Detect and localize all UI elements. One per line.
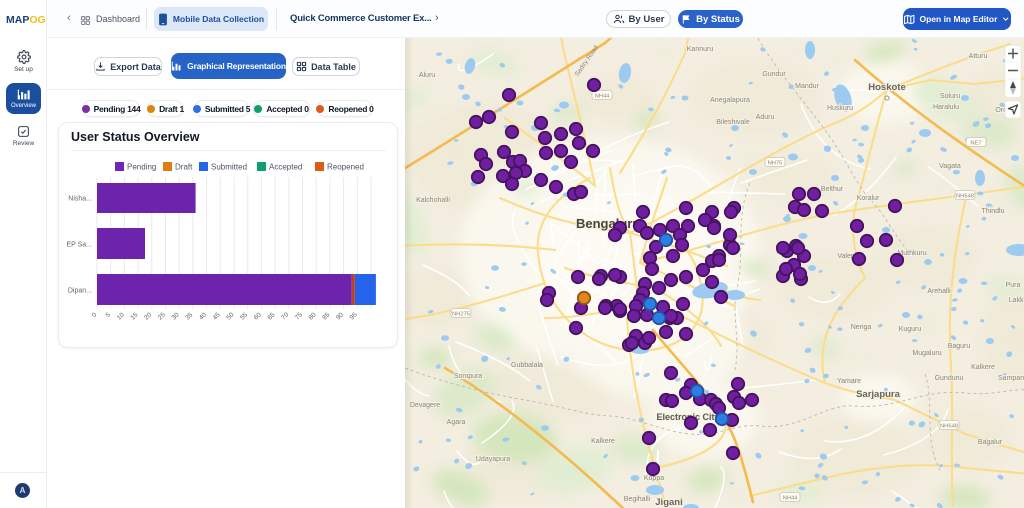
svg-text:45: 45 [212,311,222,321]
svg-text:Koralur: Koralur [857,195,880,202]
svg-text:Dipan...: Dipan... [68,288,92,295]
svg-text:Mugaluru: Mugaluru [912,350,941,357]
svg-text:NE7: NE7 [970,140,981,146]
svg-text:35: 35 [184,311,194,321]
svg-text:Nisha...: Nisha... [68,196,92,203]
svg-text:Hoskote: Hoskote [868,82,905,93]
svg-text:Kalkere: Kalkere [591,438,615,445]
svg-text:Jigani: Jigani [655,497,682,508]
svg-text:70: 70 [280,311,290,321]
svg-text:Atturu: Atturu [969,53,988,60]
svg-text:Submitted: Submitted [211,163,247,172]
svg-text:NH44: NH44 [783,495,799,501]
svg-text:Gundur: Gundur [762,71,786,78]
svg-text:NH648: NH648 [956,193,974,199]
svg-text:Soluru: Soluru [940,93,960,100]
svg-text:Sampang: Sampang [998,375,1024,382]
svg-text:Pura: Pura [1006,282,1021,289]
svg-text:Belthur: Belthur [821,186,844,193]
svg-text:Gundunu: Gundunu [935,375,964,382]
svg-text:Mandur: Mandur [795,83,819,90]
svg-text:Bagalur: Bagalur [978,439,1003,446]
svg-text:15: 15 [129,311,139,321]
svg-text:Aluru: Aluru [419,72,435,79]
svg-text:Kannuru: Kannuru [687,46,714,53]
svg-text:5: 5 [105,311,113,319]
svg-text:NH75: NH75 [768,160,783,166]
svg-text:Devagere: Devagere [410,402,440,409]
svg-text:20: 20 [143,311,153,321]
svg-text:25: 25 [157,311,167,321]
svg-text:Udayapura: Udayapura [476,456,510,463]
svg-text:Valepu: Valepu [837,253,858,260]
svg-text:50: 50 [225,311,235,321]
svg-text:Baguru: Baguru [948,343,971,350]
svg-text:0: 0 [91,311,99,319]
svg-text:75: 75 [294,311,304,321]
svg-text:80: 80 [308,311,318,321]
svg-text:Bileshivale: Bileshivale [716,119,750,126]
svg-text:Kuguru: Kuguru [899,326,922,333]
svg-text:55: 55 [239,311,249,321]
svg-text:Kalkere: Kalkere [971,364,995,371]
svg-text:Haralulu: Haralulu [933,104,959,111]
svg-text:NH648: NH648 [940,423,958,429]
svg-text:Huskuru: Huskuru [827,105,853,112]
svg-text:Thindlu: Thindlu [982,208,1005,215]
svg-text:Neriga: Neriga [851,324,872,331]
svg-text:Accepted: Accepted [269,163,302,172]
svg-text:Muthkuru: Muthkuru [897,250,926,257]
svg-text:85: 85 [321,311,331,321]
svg-text:Pending: Pending [127,163,156,172]
svg-text:NH275: NH275 [452,311,470,317]
svg-text:Yamare: Yamare [837,378,861,385]
svg-text:Anegalapura: Anegalapura [710,97,750,104]
svg-text:Orol: Orol [995,107,1009,114]
svg-text:Reopened: Reopened [327,163,364,172]
svg-text:Agara: Agara [447,419,466,426]
svg-text:Kalchohalli: Kalchohalli [416,197,450,204]
svg-text:Bengaluru: Bengaluru [576,216,640,231]
svg-text:Koppa: Koppa [644,475,664,482]
svg-text:Vagata: Vagata [939,163,961,170]
svg-text:NH44: NH44 [595,93,611,99]
svg-text:Aduru: Aduru [756,114,775,121]
svg-text:60: 60 [253,311,263,321]
svg-text:10: 10 [116,311,126,321]
svg-text:Arehalli: Arehalli [927,288,951,295]
svg-text:90: 90 [335,311,345,321]
svg-text:40: 40 [198,311,208,321]
svg-text:Gubbalala: Gubbalala [511,362,543,369]
svg-text:Sarjapura: Sarjapura [856,389,901,400]
svg-text:95: 95 [349,311,359,321]
svg-text:65: 65 [266,311,276,321]
svg-text:Lakku: Lakku [1009,297,1024,304]
svg-text:EP Sa...: EP Sa... [66,242,92,249]
svg-text:Sompura: Sompura [454,373,483,380]
svg-text:Begihalli: Begihalli [624,496,651,503]
svg-text:30: 30 [171,311,181,321]
svg-text:Draft: Draft [175,163,193,172]
